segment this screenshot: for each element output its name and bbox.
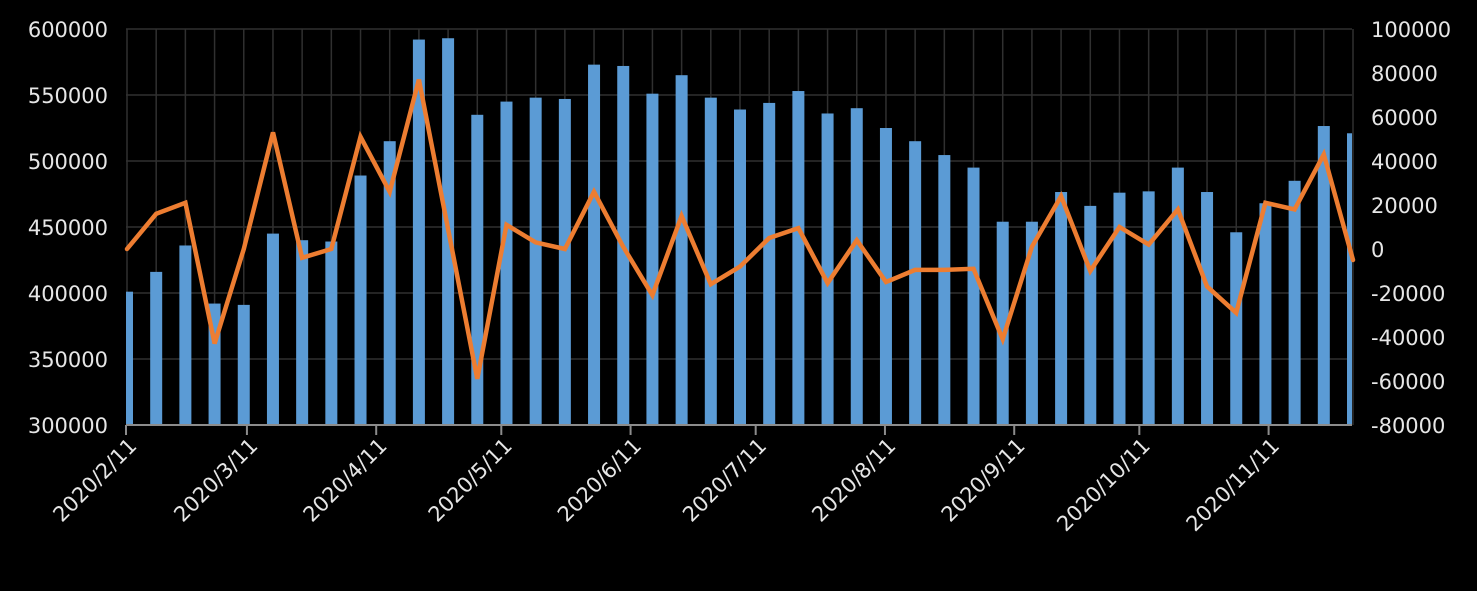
bar	[237, 304, 250, 425]
left-y-tick-label: 600000	[28, 18, 108, 42]
left-y-tick-label: 550000	[28, 84, 108, 108]
bar	[558, 98, 571, 426]
bar	[909, 141, 922, 425]
bar	[646, 93, 659, 426]
bar	[266, 233, 279, 425]
bar	[354, 175, 367, 425]
x-axis	[125, 424, 1352, 435]
bar	[938, 155, 951, 425]
right-y-tick-label: -20000	[1371, 282, 1445, 306]
bar	[850, 108, 863, 425]
bar-series	[126, 38, 1352, 426]
bar	[763, 102, 776, 426]
right-y-tick-label: 20000	[1371, 194, 1438, 218]
bar	[1347, 133, 1352, 425]
bar	[325, 241, 338, 425]
bar	[529, 97, 542, 425]
left-y-tick-label: 500000	[28, 150, 108, 174]
bar	[792, 91, 805, 425]
bar	[588, 64, 601, 425]
line-series	[124, 79, 1356, 380]
bar	[996, 221, 1009, 425]
bar	[1259, 203, 1272, 425]
right-y-tick-label: 60000	[1371, 106, 1438, 130]
bar	[500, 101, 513, 425]
bar	[675, 75, 688, 425]
right-y-tick-label: -60000	[1371, 370, 1445, 394]
bar	[1201, 192, 1214, 425]
bar	[1025, 221, 1038, 425]
bar	[126, 291, 133, 425]
right-y-tick-label: 80000	[1371, 62, 1438, 86]
bar	[1142, 191, 1155, 425]
right-y-axis-labels: -80000 -60000 -40000 -20000 0 20000 40000 60000…	[1371, 18, 1451, 438]
bar	[704, 97, 717, 425]
bar	[150, 271, 163, 425]
bar	[821, 113, 834, 425]
bar	[1084, 205, 1097, 425]
line-path	[124, 79, 1356, 380]
left-y-tick-label: 450000	[28, 216, 108, 240]
bar	[1230, 232, 1243, 425]
bar	[1113, 192, 1126, 425]
bar	[1288, 180, 1301, 425]
bar	[179, 245, 192, 425]
bar	[967, 167, 980, 425]
bar	[471, 114, 484, 426]
left-y-tick-label: 300000	[28, 414, 108, 438]
right-y-tick-label: -80000	[1371, 414, 1445, 438]
right-y-tick-label: 100000	[1371, 18, 1451, 42]
bar	[296, 240, 309, 425]
bar	[1055, 192, 1068, 425]
left-y-axis-labels: 300000 350000 400000 450000 500000 550000 6000…	[28, 18, 108, 438]
right-y-tick-label: -40000	[1371, 326, 1445, 350]
right-y-tick-label: 40000	[1371, 150, 1438, 174]
bar	[879, 128, 892, 425]
bar	[412, 39, 425, 426]
left-y-tick-label: 400000	[28, 282, 108, 306]
right-y-tick-label: 0	[1371, 238, 1384, 262]
left-y-tick-label: 350000	[28, 348, 108, 372]
bar	[1317, 126, 1330, 426]
bar	[383, 141, 396, 425]
bar	[1171, 167, 1184, 425]
